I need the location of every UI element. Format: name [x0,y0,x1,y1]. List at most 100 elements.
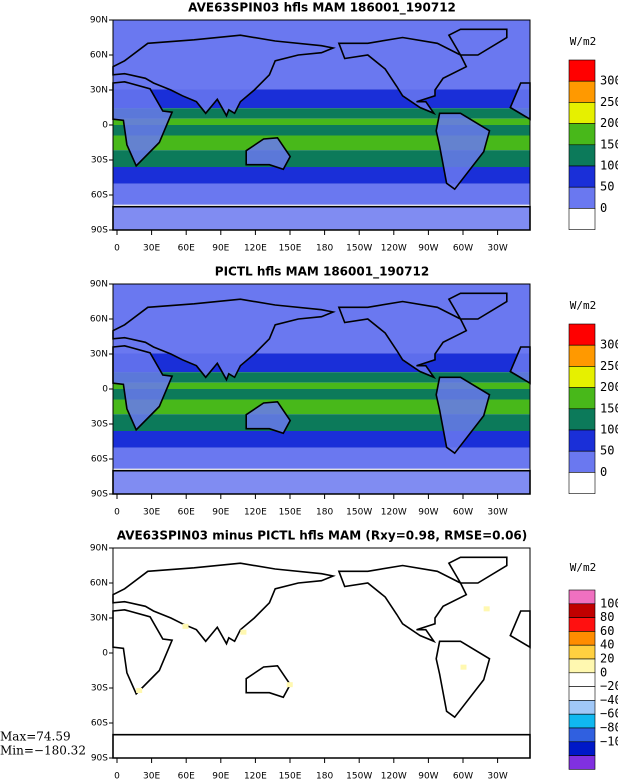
colorbar-label: 150 [600,401,618,415]
field-band [113,447,530,469]
colorbar-box [568,700,596,715]
colorbar-box [568,741,596,756]
colorbar-box [568,387,596,410]
lon-label: 120E [244,772,267,782]
colorbar-box [568,366,596,388]
colorbar-label: 150 [600,137,618,151]
colorbar-box [568,450,596,473]
difference-spot [286,682,293,688]
colorbar-box [568,617,596,632]
colorbar-label: −40 [600,693,618,707]
field-band [113,372,530,383]
coastline [435,640,491,719]
lat-label: 90N [90,280,108,290]
colorbar-box [568,644,596,660]
lon-label: 150E [279,244,302,254]
coastline [112,205,531,231]
lon-label: 90E [212,772,229,782]
colorbar-label: 0 [600,465,607,479]
colorbar-label: 80 [600,610,614,624]
colorbar-unit: W/m2 [570,561,597,574]
lon-label: 30W [487,772,507,782]
coastline [112,80,174,168]
lat-label: 30S [91,420,108,430]
colorbar-label: 60 [600,624,614,638]
lon-label: 30E [143,508,160,518]
lon-label: 0 [114,772,120,782]
colorbar-box [568,686,596,701]
field-band [113,118,530,125]
lon-label: 0 [114,244,120,254]
lat-label: 0 [102,649,108,659]
lat-label: 30S [91,684,108,694]
coastline [337,564,468,644]
lat-label: 90N [90,16,108,26]
colorbar-label: 300 [600,74,618,88]
lat-label: 60S [91,191,108,201]
lon-label: 30W [487,508,507,518]
colorbar-box [568,323,596,346]
field-band [113,399,530,415]
lat-label: 30N [90,614,108,624]
colorbar-label: 0 [600,665,607,679]
lon-label: 30E [143,772,160,782]
lat-label: 60N [90,315,108,325]
lon-label: 30W [487,244,507,254]
lon-label: 60W [453,244,473,254]
colorbar-label: 50 [600,444,614,458]
coastline [112,469,531,495]
lat-label: 60N [90,579,108,589]
map-panel: PICTL hfls MAM 186001_190712 90N 60N 30N 0 30… [90,265,618,518]
coastline [112,34,336,118]
coastline [112,562,336,646]
coastline [435,112,491,191]
lat-label: 90S [91,226,108,236]
colorbar-box [568,165,596,188]
colorbar-box [568,80,596,103]
lon-label: 90W [418,244,438,254]
difference-spot [240,629,247,635]
colorbar-label: 20 [600,652,614,666]
colorbar-label: 100 [600,596,618,610]
stat: Min=−180.32 [0,744,86,758]
lat-label: 60S [91,455,108,465]
panel-title: AVE63SPIN03 hfls MAM 186001_190712 [188,1,456,16]
lon-label: 150E [279,772,302,782]
colorbar-box [568,658,596,674]
map-panel: AVE63SPIN03 minus PICTL hfls MAM (Rxy=0.… [0,529,618,782]
colorbar-label: 300 [600,338,618,352]
coastline [447,28,508,56]
coastline [245,136,292,171]
field-band [113,108,530,119]
lon-label: 180 [316,772,333,782]
colorbar-label: −80 [600,721,618,735]
coastline [245,400,292,435]
field-band [113,414,530,431]
colorbar-box [568,408,596,431]
field-band [113,389,530,400]
colorbar-unit: W/m2 [570,35,597,48]
colorbar-label: 0 [600,201,607,215]
colorbar-box [568,123,596,146]
panel-title: AVE63SPIN03 minus PICTL hfls MAM (Rxy=0.… [117,529,528,543]
colorbar-box [568,429,596,452]
lon-label: 150E [279,508,302,518]
lat-label: 60S [91,719,108,729]
lon-label: 90E [212,508,229,518]
lon-label: 180 [316,244,333,254]
field-band [113,382,530,389]
lon-label: 60E [178,244,195,254]
colorbar-label: 200 [600,380,618,394]
colorbar-box [568,727,596,743]
coastline [435,376,491,455]
coastline [112,298,336,382]
colorbar-unit: W/m2 [570,299,597,312]
lat-label: 90S [91,490,108,500]
field-band [113,125,530,136]
lon-label: 120W [381,508,407,518]
colorbar-box [568,713,596,729]
map-panel: AVE63SPIN03 hfls MAM 186001_190712 90N 60N… [90,1,618,254]
colorbar-label: −60 [600,707,618,721]
colorbar-box [568,186,596,209]
colorbar-box [568,603,596,618]
